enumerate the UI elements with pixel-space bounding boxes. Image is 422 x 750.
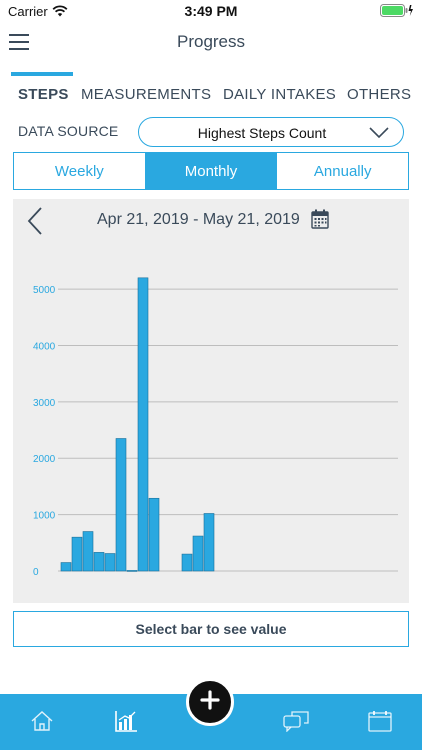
- tab-daily-intakes[interactable]: DAILY INTAKES: [223, 86, 337, 103]
- category-tabs: STEPS MEASUREMENTS DAILY INTAKES OTHERS: [0, 86, 422, 108]
- menu-icon[interactable]: [9, 34, 29, 50]
- period-annually[interactable]: Annually: [276, 153, 408, 189]
- home-icon[interactable]: [30, 710, 54, 737]
- battery-icon: [380, 4, 414, 22]
- status-time: 3:49 PM: [184, 3, 238, 19]
- chart-bar[interactable]: [192, 535, 204, 572]
- y-tick-label: 5000: [33, 285, 56, 296]
- period-selector: Weekly Monthly Annually: [13, 152, 409, 190]
- chevron-down-icon: [369, 126, 389, 144]
- tab-measurements[interactable]: MEASUREMENTS: [81, 86, 212, 103]
- calendar-icon[interactable]: [311, 209, 329, 234]
- period-monthly[interactable]: Monthly: [144, 153, 277, 189]
- page-title: Progress: [176, 32, 246, 51]
- chat-icon[interactable]: [283, 710, 309, 737]
- chart-bar[interactable]: [115, 438, 127, 572]
- chart-bar[interactable]: [93, 552, 105, 572]
- chart-bar[interactable]: [137, 277, 149, 572]
- chart-bar[interactable]: [126, 570, 138, 572]
- data-source-value: Highest Steps Count: [197, 125, 327, 141]
- date-range: Apr 21, 2019 - May 21, 2019: [97, 211, 300, 228]
- y-tick-label: 3000: [33, 398, 56, 409]
- chevron-left-icon[interactable]: [27, 207, 43, 240]
- steps-bar-chart: 0 1000 2000 3000 4000 5000: [33, 277, 398, 578]
- y-tick-label: 2000: [33, 454, 56, 465]
- chart-panel: Apr 21, 2019 - May 21, 2019 0 1000 2000 300…: [13, 199, 409, 603]
- select-bar-hint: Select bar to see value: [13, 611, 409, 647]
- wifi-icon: [52, 4, 68, 22]
- data-source-label: DATA SOURCE: [18, 123, 119, 139]
- bar-chart-icon[interactable]: [114, 710, 138, 737]
- tab-steps[interactable]: STEPS: [18, 86, 69, 103]
- y-tick-label: 1000: [33, 511, 56, 522]
- chart-bar[interactable]: [203, 513, 215, 572]
- chart-bar[interactable]: [82, 531, 94, 572]
- tab-others[interactable]: OTHERS: [347, 86, 412, 103]
- y-tick-label: 4000: [33, 341, 56, 352]
- y-tick-label: 0: [33, 567, 39, 578]
- chart-bar[interactable]: [60, 562, 72, 572]
- chart-bar[interactable]: [104, 553, 116, 572]
- nav-bar: Progress: [0, 22, 422, 66]
- status-bar: Carrier 3:49 PM: [0, 0, 422, 22]
- data-source-dropdown[interactable]: Highest Steps Count: [138, 117, 404, 147]
- carrier-label: Carrier: [8, 4, 48, 19]
- period-weekly[interactable]: Weekly: [54, 162, 104, 180]
- chart-bar[interactable]: [148, 497, 160, 572]
- plus-icon: [199, 689, 221, 716]
- add-button[interactable]: [186, 678, 234, 726]
- chart-bar[interactable]: [71, 536, 83, 572]
- chart-bar[interactable]: [181, 553, 193, 572]
- active-tab-indicator: [11, 72, 73, 76]
- calendar-tab-icon[interactable]: [368, 710, 392, 737]
